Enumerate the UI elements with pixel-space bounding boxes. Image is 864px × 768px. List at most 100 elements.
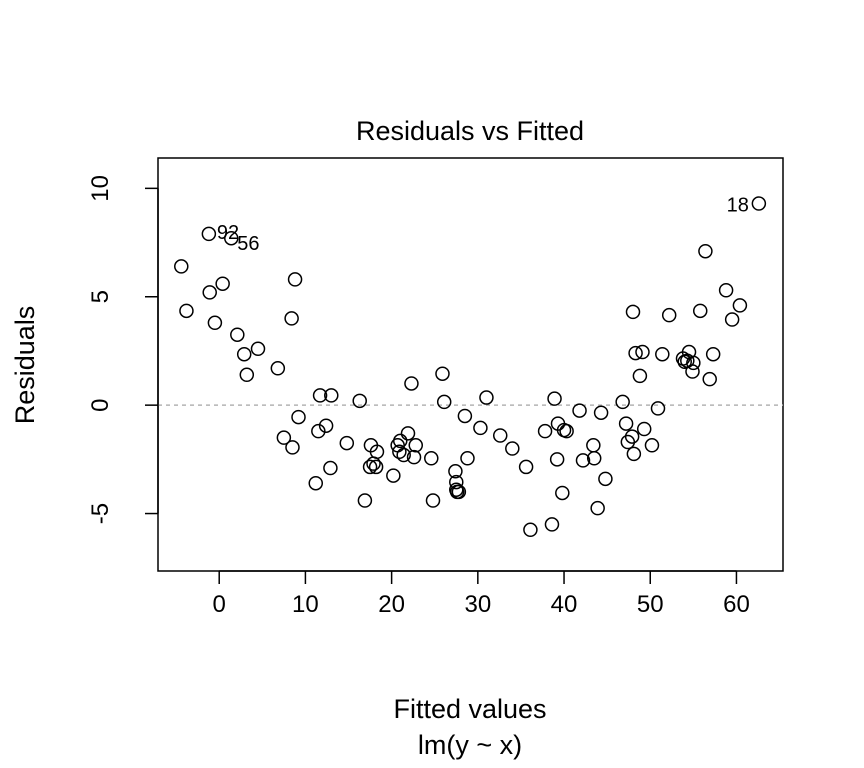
- data-point: [692, 303, 708, 319]
- data-point: [236, 346, 252, 362]
- y-tick-label: 5: [87, 290, 114, 303]
- data-point: [644, 438, 660, 453]
- data-point: [549, 452, 565, 467]
- data-point: [270, 361, 286, 376]
- data-point: [174, 259, 189, 274]
- data-point: [718, 282, 734, 298]
- data-point: [624, 429, 640, 444]
- data-point: [523, 522, 538, 538]
- data-point: [436, 394, 452, 410]
- y-tick-label: -5: [87, 503, 114, 524]
- data-point: [686, 355, 701, 371]
- data-point: [479, 390, 494, 405]
- data-point: [628, 345, 643, 361]
- data-point: [457, 408, 473, 424]
- data-point: [732, 298, 748, 313]
- data-point: [547, 391, 562, 406]
- data-point: [276, 430, 292, 445]
- data-point: [425, 493, 441, 508]
- data-point: [285, 440, 300, 455]
- data-point: [224, 230, 239, 246]
- data-point: [357, 493, 373, 508]
- data-point: [368, 459, 384, 475]
- data-point: [324, 388, 339, 403]
- data-point: [323, 460, 338, 476]
- data-point: [555, 485, 570, 501]
- data-point: [215, 276, 230, 291]
- data-point: [400, 426, 416, 441]
- data-point: [650, 401, 666, 416]
- data-point: [473, 420, 488, 436]
- data-point: [460, 451, 475, 466]
- data-point: [287, 272, 303, 287]
- data-point: [448, 464, 463, 479]
- data-point: [632, 368, 648, 384]
- data-point: [751, 196, 767, 211]
- point-label-92: 92: [217, 222, 239, 244]
- data-point: [366, 456, 381, 471]
- data-point: [625, 304, 641, 320]
- data-point: [655, 346, 670, 362]
- data-point: [291, 409, 306, 425]
- data-point: [702, 371, 717, 387]
- data-point: [724, 312, 740, 327]
- x-axis: 0 10 20 30 40 50 60: [213, 570, 750, 618]
- data-point: [352, 393, 367, 409]
- model-caption: lm(y ~ x): [418, 730, 522, 760]
- data-point: [339, 435, 355, 451]
- point-label-56: 56: [237, 233, 259, 255]
- data-point: [505, 441, 520, 456]
- data-point: [615, 394, 630, 410]
- x-tick-label: 60: [723, 591, 750, 618]
- y-tick-label: 0: [87, 398, 114, 411]
- y-tick-label: 10: [87, 175, 114, 202]
- data-point: [598, 471, 613, 487]
- data-point: [590, 500, 605, 516]
- data-point: [230, 327, 245, 342]
- data-point: [404, 376, 419, 391]
- data-point: [449, 474, 464, 490]
- data-point: [559, 423, 574, 439]
- data-point: [705, 346, 721, 362]
- data-point: [202, 285, 217, 300]
- x-tick-label: 20: [378, 591, 405, 618]
- data-point: [392, 444, 407, 460]
- data-point: [636, 421, 652, 437]
- data-point: [179, 303, 194, 319]
- plot-frame: [157, 157, 784, 572]
- data-point: [311, 423, 326, 439]
- data-point: [593, 405, 609, 420]
- data-point: [618, 416, 634, 431]
- x-tick-label: 0: [213, 591, 226, 618]
- data-point: [424, 451, 439, 466]
- data-point: [386, 468, 401, 483]
- data-point: [239, 367, 255, 383]
- data-point: [318, 418, 334, 433]
- data-point: [207, 315, 223, 331]
- x-tick-label: 50: [637, 591, 664, 618]
- data-point: [284, 311, 299, 326]
- data-point: [537, 423, 553, 439]
- data-point: [492, 428, 508, 443]
- chart-title: Residuals vs Fitted: [356, 116, 584, 146]
- data-point: [250, 341, 266, 357]
- data-point: [201, 226, 217, 242]
- data-point: [518, 459, 534, 475]
- data-point: [312, 388, 328, 403]
- data-point: [586, 438, 601, 453]
- x-tick-label: 30: [464, 591, 491, 618]
- data-point: [408, 438, 424, 453]
- data-point: [635, 344, 650, 360]
- data-point: [661, 307, 677, 323]
- data-point: [685, 364, 700, 379]
- x-axis-label: Fitted values: [393, 694, 546, 724]
- x-tick-label: 10: [292, 591, 319, 618]
- y-axis-label: Residuals: [10, 306, 40, 425]
- data-point: [362, 459, 378, 475]
- data-point: [406, 449, 422, 465]
- data-points: [174, 196, 767, 538]
- data-point: [451, 484, 467, 500]
- data-point: [544, 517, 560, 532]
